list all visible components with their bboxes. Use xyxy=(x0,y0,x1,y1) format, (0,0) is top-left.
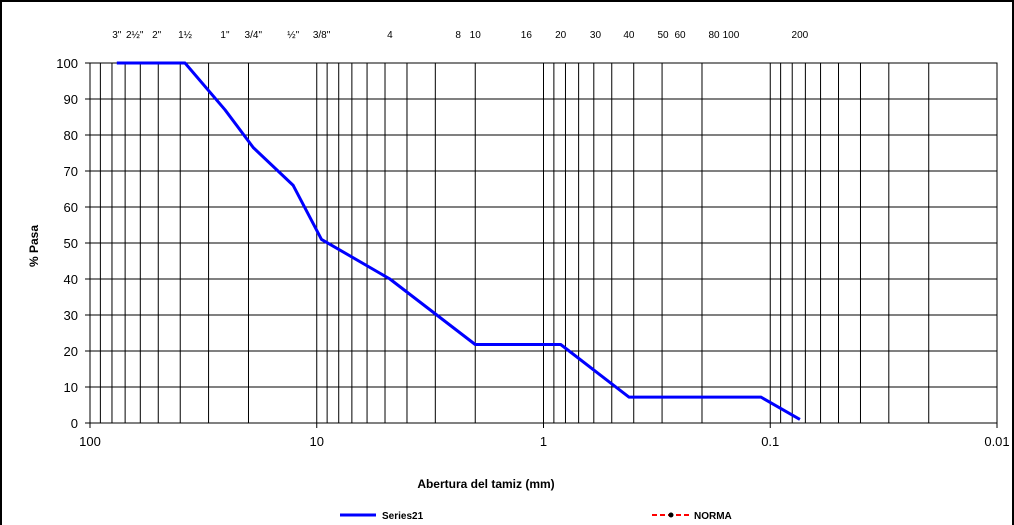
sieve-label-13: 30 xyxy=(590,30,602,41)
legend-label-1: NORMA xyxy=(694,511,732,522)
y-tick-label-1: 10 xyxy=(64,380,78,395)
sieve-label-5: 3/4" xyxy=(245,30,263,41)
series-lines xyxy=(116,61,801,421)
sieve-label-10: 10 xyxy=(470,30,482,41)
sieve-label-7: 3/8" xyxy=(313,30,331,41)
sieve-label-3: 1½ xyxy=(178,30,193,41)
sieve-label-11: 16 xyxy=(521,30,533,41)
legend-marker-1 xyxy=(668,512,674,518)
y-tick-label-5: 50 xyxy=(64,236,78,251)
sieve-label-2: 2" xyxy=(152,30,162,41)
y-tick-label-2: 20 xyxy=(64,344,78,359)
sieve-label-9: 8 xyxy=(455,30,461,41)
sieve-label-4: 1" xyxy=(220,30,230,41)
y-axis-title: % Pasa xyxy=(27,225,41,267)
y-tick-label-4: 40 xyxy=(64,272,78,287)
y-tick-label-8: 80 xyxy=(64,128,78,143)
y-tick-label-3: 30 xyxy=(64,308,78,323)
series-line-0 xyxy=(116,61,801,421)
sieve-label-14: 40 xyxy=(623,30,635,41)
sieve-labels: 3" 2½" 2" 1½ 1" 3/4" ½" 3/8" 4 8 10 16 20 30 40 50 60 80 1… xyxy=(112,30,808,41)
sieve-label-1: 2½" xyxy=(126,30,144,41)
y-tick-label-9: 90 xyxy=(64,92,78,107)
x-tick-label-2: 1 xyxy=(540,434,547,449)
legend: Series21 NORMA xyxy=(340,511,732,522)
y-tick-label-7: 70 xyxy=(64,164,78,179)
sieve-label-18: 100 xyxy=(723,30,740,41)
y-axis-ticks: 0 10 20 30 40 50 60 70 80 90 100 xyxy=(56,56,90,431)
x-axis-title: Abertura del tamiz (mm) xyxy=(417,477,554,491)
y-tick-label-0: 0 xyxy=(71,416,78,431)
sieve-label-6: ½" xyxy=(287,30,299,41)
sieve-label-19: 200 xyxy=(792,30,809,41)
sieve-label-8: 4 xyxy=(387,30,393,41)
x-tick-label-1: 10 xyxy=(310,434,324,449)
y-tick-label-6: 60 xyxy=(64,200,78,215)
sieve-label-12: 20 xyxy=(555,30,567,41)
sieve-label-16: 60 xyxy=(674,30,686,41)
legend-label-0: Series21 xyxy=(382,511,424,522)
x-axis-ticks: 100 10 1 0.1 0.01 xyxy=(79,423,1010,449)
x-tick-label-3: 0.1 xyxy=(761,434,779,449)
sieve-label-17: 80 xyxy=(708,30,720,41)
y-tick-label-10: 100 xyxy=(56,56,78,71)
x-tick-label-0: 100 xyxy=(79,434,101,449)
sieve-label-15: 50 xyxy=(657,30,669,41)
x-tick-label-4: 0.01 xyxy=(984,434,1009,449)
sieve-label-0: 3" xyxy=(112,30,122,41)
grid-lines xyxy=(90,62,998,424)
